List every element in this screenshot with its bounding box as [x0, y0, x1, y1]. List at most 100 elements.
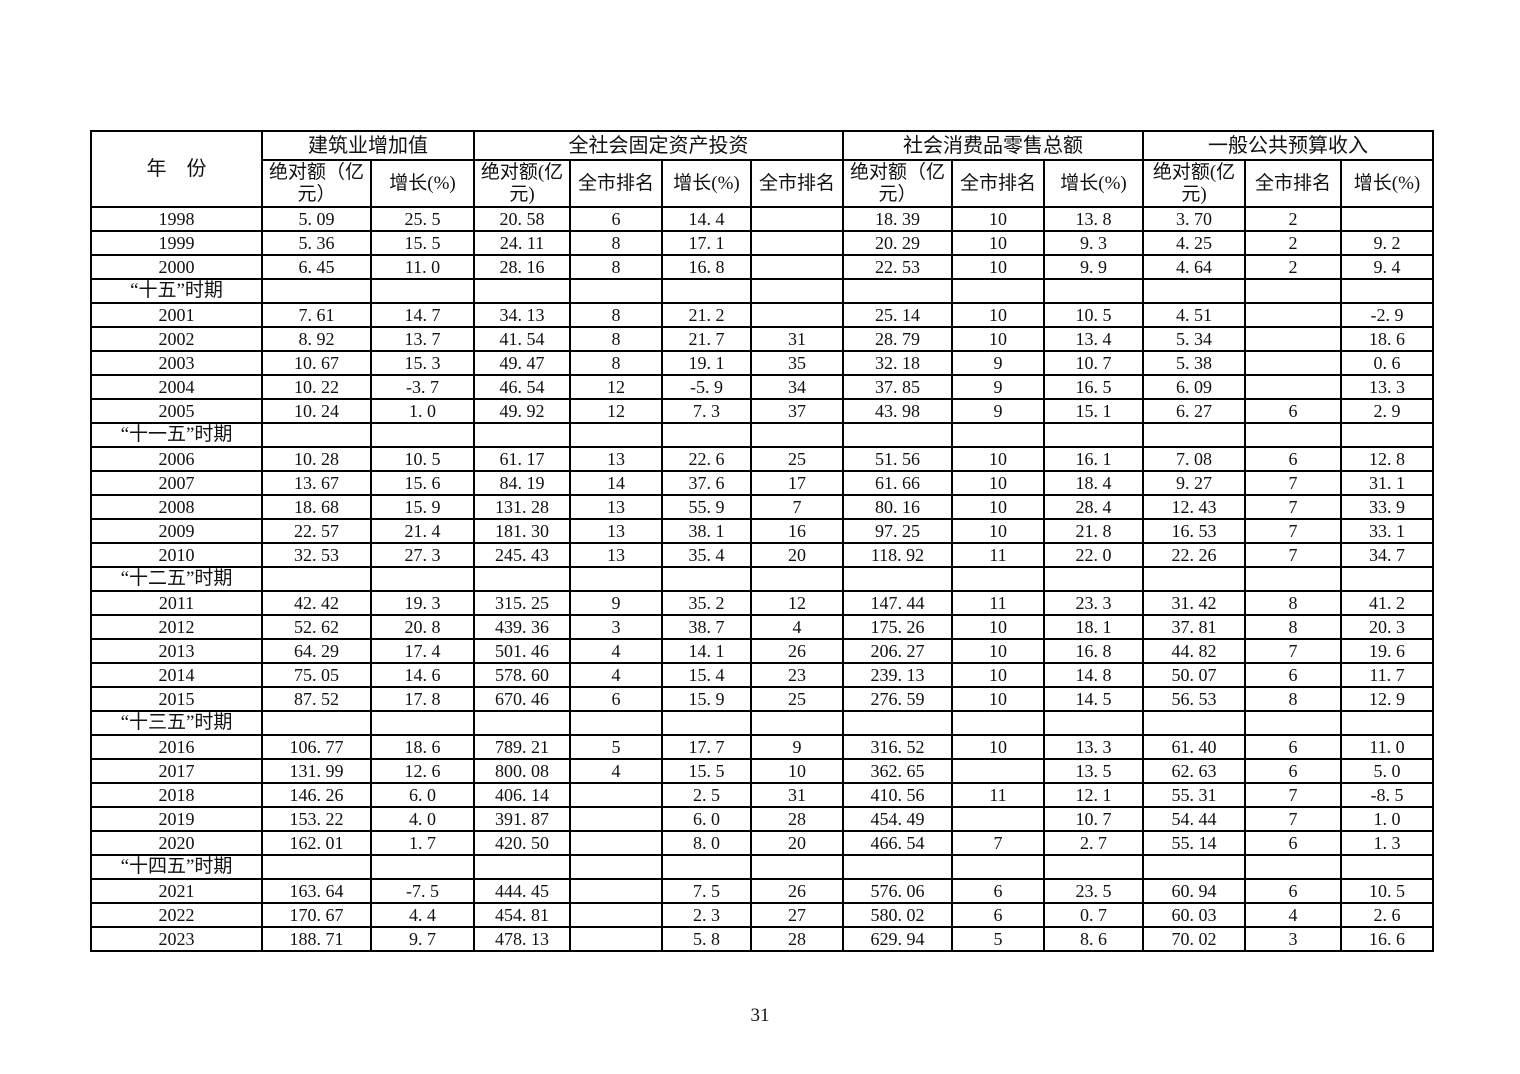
table-cell: 6. 0: [661, 806, 752, 832]
year-cell: 2015: [90, 686, 263, 712]
table-cell: 15. 4: [661, 662, 752, 688]
table-cell: 26: [750, 878, 844, 904]
table-cell: 38. 1: [661, 518, 752, 544]
year-cell: 2011: [90, 590, 263, 616]
table-cell: 9: [569, 590, 663, 616]
table-cell: 55. 9: [661, 494, 752, 520]
empty-cell: [1340, 710, 1434, 736]
table-cell: 62. 63: [1142, 758, 1246, 784]
table-cell: 33. 1: [1340, 518, 1434, 544]
table-cell: 55. 14: [1142, 830, 1246, 856]
table-cell: 454. 81: [473, 902, 571, 928]
table-cell: 1. 0: [370, 398, 475, 424]
table-cell: 10: [951, 326, 1045, 352]
table-cell: 8: [569, 326, 663, 352]
year-column-header: 年 份: [90, 130, 263, 208]
table-cell: 13: [569, 494, 663, 520]
year-cell: 2017: [90, 758, 263, 784]
table-cell: -8. 5: [1340, 782, 1434, 808]
table-cell: 2. 6: [1340, 902, 1434, 928]
table-cell: 439. 36: [473, 614, 571, 640]
table-cell: [569, 878, 663, 904]
table-cell: 13: [569, 518, 663, 544]
empty-cell: [661, 278, 752, 304]
table-cell: 23. 3: [1043, 590, 1144, 616]
empty-cell: [370, 710, 475, 736]
table-cell: 12. 9: [1340, 686, 1434, 712]
table-cell: 206. 27: [842, 638, 953, 664]
table-cell: 131. 28: [473, 494, 571, 520]
table-cell: 578. 60: [473, 662, 571, 688]
table-cell: 6: [1244, 398, 1342, 424]
empty-cell: [1244, 566, 1342, 592]
empty-cell: [1142, 278, 1246, 304]
table-cell: 11. 7: [1340, 662, 1434, 688]
table-cell: 21. 2: [661, 302, 752, 328]
table-cell: 20. 3: [1340, 614, 1434, 640]
table-cell: 22. 0: [1043, 542, 1144, 568]
table-cell: 4. 25: [1142, 230, 1246, 256]
table-cell: 501. 46: [473, 638, 571, 664]
table-cell: 5: [951, 926, 1045, 952]
table-cell: 10. 28: [261, 446, 372, 472]
table-cell: 2. 9: [1340, 398, 1434, 424]
table-cell: 33. 9: [1340, 494, 1434, 520]
year-cell: 2023: [90, 926, 263, 952]
table-cell: 6: [1244, 446, 1342, 472]
table-cell: 6: [951, 878, 1045, 904]
table-cell: 21. 8: [1043, 518, 1144, 544]
table-row: 1999 5. 36 15. 5 24. 11 8 17. 1 20. 29 10 9. 3 4.…: [90, 230, 1434, 256]
table-cell: 670. 46: [473, 686, 571, 712]
table-cell: 16. 1: [1043, 446, 1144, 472]
table-cell: 10. 7: [1043, 350, 1144, 376]
table-cell: 10: [951, 614, 1045, 640]
table-cell: 15. 6: [370, 470, 475, 496]
table-cell: 6. 45: [261, 254, 372, 280]
table-cell: 16: [750, 518, 844, 544]
table-cell: 26: [750, 638, 844, 664]
table-cell: 9. 2: [1340, 230, 1434, 256]
table-cell: 106. 77: [261, 734, 372, 760]
table-cell: [750, 206, 844, 232]
section-label: “十三五”时期: [90, 710, 263, 736]
table-cell: 51. 56: [842, 446, 953, 472]
table-cell: 276. 59: [842, 686, 953, 712]
table-cell: 245. 43: [473, 542, 571, 568]
table-cell: 14: [569, 470, 663, 496]
table-cell: 12: [569, 374, 663, 400]
empty-cell: [661, 422, 752, 448]
table-cell: 153. 22: [261, 806, 372, 832]
table-cell: [569, 830, 663, 856]
table-cell: -3. 7: [370, 374, 475, 400]
table-cell: 454. 49: [842, 806, 953, 832]
table-cell: 9: [951, 398, 1045, 424]
empty-cell: [1340, 422, 1434, 448]
table-cell: 20. 8: [370, 614, 475, 640]
year-cell: 2018: [90, 782, 263, 808]
table-cell: 75. 05: [261, 662, 372, 688]
table-row: 2007 13. 67 15. 6 84. 19 14 37. 6 17 61. 66 10 18…: [90, 470, 1434, 496]
empty-cell: [1142, 710, 1246, 736]
empty-cell: [261, 278, 372, 304]
table-cell: 14. 8: [1043, 662, 1144, 688]
section-row: “十五”时期: [90, 278, 1434, 304]
empty-cell: [750, 710, 844, 736]
table-cell: 10: [951, 302, 1045, 328]
empty-cell: [951, 278, 1045, 304]
table-cell: 580. 02: [842, 902, 953, 928]
table-cell: 17. 1: [661, 230, 752, 256]
table-cell: 31: [750, 782, 844, 808]
statistics-table: 年 份建筑业增加值 全社会固定资产投资 社会消费品零售总额 一般公共预算收入 绝对额（亿…: [90, 130, 1434, 952]
year-cell: 2022: [90, 902, 263, 928]
table-cell: 19. 3: [370, 590, 475, 616]
table-cell: 162. 01: [261, 830, 372, 856]
table-cell: 7. 5: [661, 878, 752, 904]
table-cell: 6. 0: [370, 782, 475, 808]
table-cell: 24. 11: [473, 230, 571, 256]
year-cell: 2007: [90, 470, 263, 496]
section-label: “十四五”时期: [90, 854, 263, 880]
table-cell: 50. 07: [1142, 662, 1246, 688]
table-row: 2022 170. 67 4. 4 454. 81 2. 3 27 580. 02 6 0. 7…: [90, 902, 1434, 928]
table-cell: 11: [951, 782, 1045, 808]
